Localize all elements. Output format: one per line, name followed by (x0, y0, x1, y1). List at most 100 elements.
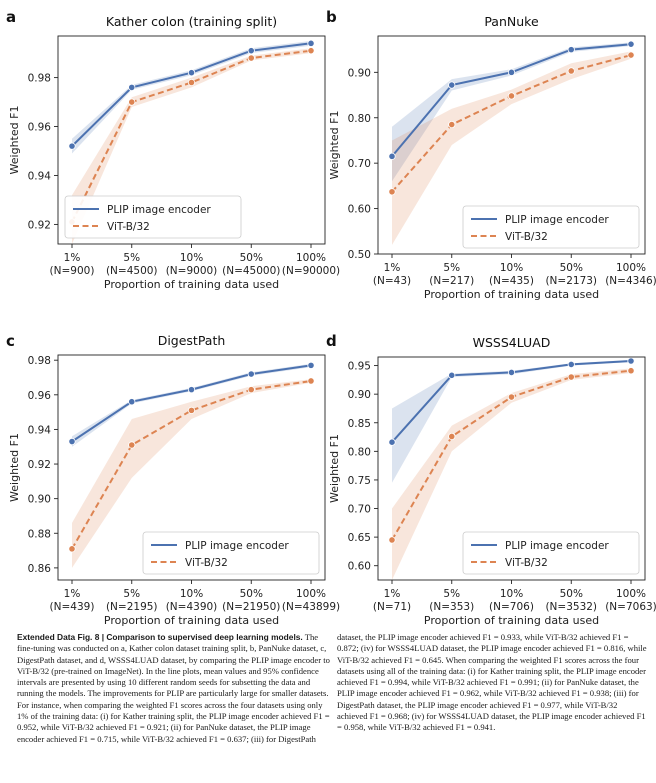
panel-letter: d (326, 332, 337, 350)
x-axis-label: Proportion of training data used (104, 278, 279, 291)
legend-label: PLIP image encoder (505, 540, 609, 552)
x-tick-count-label: (N=7063) (605, 601, 656, 613)
x-tick-label: 10% (500, 262, 523, 274)
panel-letter: a (6, 8, 16, 26)
data-point (307, 361, 315, 369)
y-tick-label: 0.88 (28, 528, 51, 540)
data-point (627, 40, 635, 48)
y-axis-label: Weighted F1 (328, 434, 341, 503)
y-tick-label: 0.75 (348, 475, 371, 487)
chart-title: WSSS4LUAD (473, 335, 551, 350)
x-tick-label: 50% (240, 588, 263, 600)
series-line (71, 49, 312, 223)
y-tick-label: 0.65 (348, 532, 371, 544)
x-tick-label: 50% (560, 262, 583, 274)
data-point (128, 398, 136, 406)
y-tick-label: 0.95 (348, 361, 371, 373)
x-tick-count-label: (N=353) (429, 601, 474, 613)
y-tick-label: 0.60 (348, 561, 371, 573)
x-tick-count-label: (N=90000) (282, 265, 340, 277)
y-tick-label: 0.98 (28, 73, 51, 85)
y-tick-label: 0.94 (28, 170, 52, 182)
caption-label: Extended Data Fig. 8 | Comparison to sup… (17, 632, 303, 642)
legend-box (142, 531, 320, 575)
data-point (247, 370, 255, 378)
x-tick-label: 1% (384, 262, 401, 274)
x-tick-count-label: (N=3532) (545, 601, 597, 613)
x-axis-label: Proportion of training data used (104, 614, 279, 627)
y-tick-label: 0.70 (348, 504, 371, 516)
data-point (567, 67, 575, 75)
x-tick-count-label: (N=4346) (605, 275, 656, 287)
x-tick-count-label: (N=2173) (545, 275, 597, 287)
data-point (448, 432, 456, 441)
y-tick-label: 0.98 (28, 355, 51, 367)
x-tick-label: 50% (560, 588, 583, 600)
data-point (627, 51, 635, 59)
data-point (128, 83, 136, 91)
data-point (247, 386, 255, 394)
data-point (307, 39, 315, 47)
confidence-band (72, 40, 311, 154)
chart-title: DigestPath (158, 333, 226, 348)
x-tick-count-label: (N=71) (373, 601, 411, 613)
confidence-band (72, 379, 311, 568)
data-point (448, 81, 456, 89)
series-line (71, 380, 312, 550)
x-tick-label: 10% (500, 588, 523, 600)
data-point (507, 68, 516, 76)
x-tick-count-label: (N=706) (489, 601, 534, 613)
y-tick-label: 0.85 (348, 418, 371, 430)
y-tick-label: 0.90 (348, 67, 371, 79)
data-point (627, 367, 635, 375)
legend-label: PLIP image encoder (185, 540, 289, 552)
panel-letter: c (6, 332, 15, 350)
data-point (307, 377, 315, 385)
x-axis-label: Proportion of training data used (424, 614, 599, 627)
y-tick-label: 0.96 (28, 390, 52, 402)
y-axis-label: Weighted F1 (8, 433, 21, 502)
legend-box (64, 195, 242, 239)
x-tick-count-label: (N=21950) (222, 601, 280, 613)
chart-title: PanNuke (484, 14, 539, 29)
x-tick-count-label: (N=43899) (282, 601, 340, 613)
chart-title: Kather colon (training split) (106, 14, 277, 29)
caption-right-text: dataset, the PLIP image encoder achieved… (337, 632, 647, 733)
y-tick-label: 0.86 (28, 563, 52, 575)
legend-label: ViT-B/32 (505, 557, 548, 569)
data-point (187, 78, 196, 87)
data-point (388, 188, 396, 196)
x-tick-count-label: (N=435) (489, 275, 534, 287)
x-tick-label: 100% (296, 252, 326, 264)
x-tick-label: 50% (240, 252, 263, 264)
data-point (247, 47, 255, 55)
x-tick-label: 1% (64, 252, 81, 264)
x-tick-label: 5% (443, 262, 460, 274)
x-tick-label: 100% (296, 588, 326, 600)
data-point (128, 98, 136, 106)
data-point (68, 437, 76, 446)
y-tick-label: 0.92 (28, 219, 51, 231)
y-tick-label: 0.90 (28, 494, 51, 506)
data-point (187, 406, 196, 414)
legend-label: ViT-B/32 (185, 557, 228, 569)
y-tick-label: 0.92 (28, 459, 51, 471)
data-point (68, 142, 76, 150)
data-point (507, 368, 516, 377)
legend-box (462, 205, 640, 249)
x-axis-label: Proportion of training data used (424, 288, 599, 301)
data-point (627, 357, 635, 365)
x-tick-label: 5% (123, 588, 140, 600)
data-point (567, 46, 575, 54)
x-tick-label: 5% (123, 252, 140, 264)
data-point (187, 69, 196, 77)
data-point (68, 545, 76, 553)
legend-label: ViT-B/32 (505, 231, 548, 243)
caption-left-text: The fine-tuning was conducted on a, Kath… (17, 632, 330, 744)
x-tick-count-label: (N=9000) (166, 265, 218, 277)
x-tick-count-label: (N=4390) (166, 601, 218, 613)
y-tick-label: 0.50 (348, 249, 371, 261)
confidence-band (392, 51, 631, 245)
